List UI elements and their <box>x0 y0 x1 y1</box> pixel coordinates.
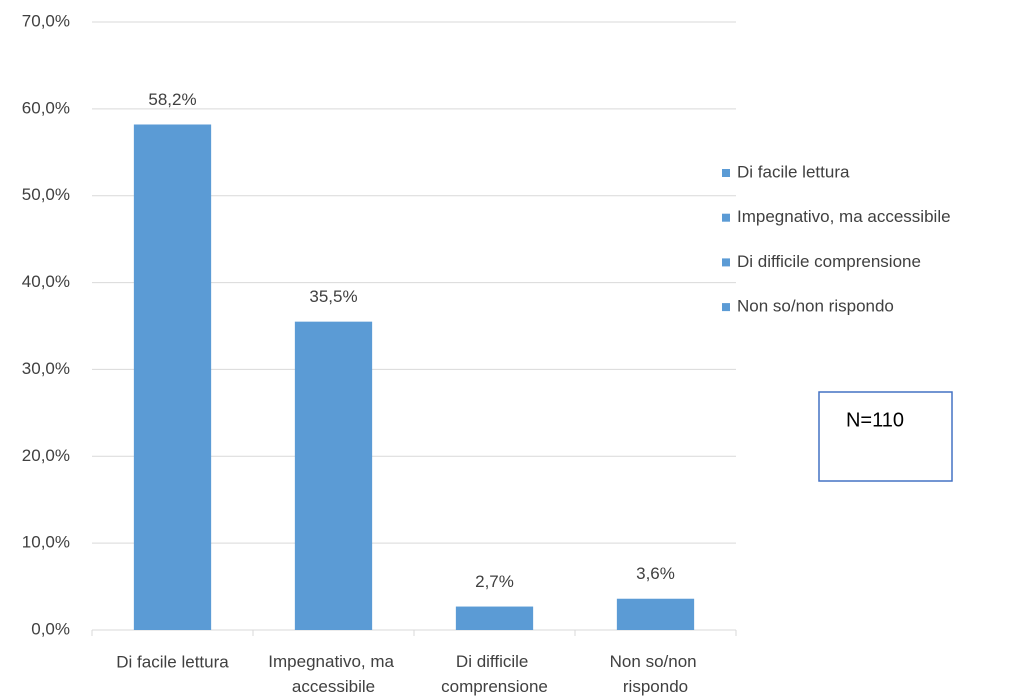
x-tick-label: Non so/non rispondo <box>610 652 702 696</box>
x-tick-label: Impegnativo, ma accessibile <box>268 652 398 696</box>
y-tick-label: 50,0% <box>22 185 70 204</box>
y-tick-label: 10,0% <box>22 533 70 552</box>
data-label: 3,6% <box>636 564 675 583</box>
x-tick-label: Di facile lettura <box>116 652 229 671</box>
bar <box>294 321 373 630</box>
y-tick-label: 30,0% <box>22 359 70 378</box>
y-tick-label: 40,0% <box>22 272 70 291</box>
annotation: N=110 <box>846 409 904 431</box>
y-tick-label: 70,0% <box>22 11 70 30</box>
legend-swatch <box>722 258 730 267</box>
y-tick-label: 20,0% <box>22 446 70 465</box>
bar <box>455 606 534 630</box>
legend-label: Non so/non rispondo <box>737 297 894 316</box>
legend-swatch <box>722 303 730 312</box>
x-tick-label: Di difficile comprensione <box>441 652 548 696</box>
bar <box>133 124 212 631</box>
legend-label: Impegnativo, ma accessibile <box>737 207 951 226</box>
legend-swatch <box>722 169 730 177</box>
data-label: 2,7% <box>475 572 514 591</box>
y-tick-label: 60,0% <box>22 98 70 117</box>
legend-label: Di difficile comprensione <box>737 252 921 271</box>
annotation-box <box>818 391 953 482</box>
data-label: 58,2% <box>148 90 196 109</box>
bar <box>616 598 695 630</box>
data-label: 35,5% <box>309 287 357 306</box>
legend-swatch <box>722 213 730 222</box>
y-tick-label: 0,0% <box>31 619 70 638</box>
legend-label: Di facile lettura <box>737 162 850 181</box>
